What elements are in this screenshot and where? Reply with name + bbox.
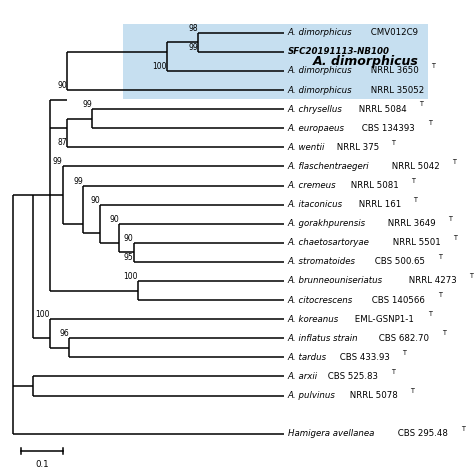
Text: A. flaschentraegeri: A. flaschentraegeri	[288, 162, 370, 171]
Text: 87: 87	[57, 138, 67, 147]
Text: CBS 682.70: CBS 682.70	[376, 334, 428, 343]
Bar	[123, 24, 428, 99]
Text: A. gorakhpurensis: A. gorakhpurensis	[288, 219, 366, 228]
Text: T: T	[431, 63, 435, 69]
Text: CBS 433.93: CBS 433.93	[337, 353, 390, 362]
Text: A. dimorphicus: A. dimorphicus	[288, 86, 353, 95]
Text: A. dimorphicus: A. dimorphicus	[313, 55, 419, 68]
Text: Hamigera avellanea: Hamigera avellanea	[288, 429, 374, 438]
Text: T: T	[413, 197, 417, 203]
Text: 99: 99	[82, 100, 92, 109]
Text: NRRL 161: NRRL 161	[356, 200, 401, 209]
Text: 99: 99	[53, 157, 63, 166]
Text: NRRL 5084: NRRL 5084	[356, 105, 407, 114]
Text: NRRL 3650: NRRL 3650	[368, 66, 419, 75]
Text: CBS 140566: CBS 140566	[369, 296, 425, 305]
Text: NRRL 3649: NRRL 3649	[385, 219, 436, 228]
Text: T: T	[438, 292, 442, 298]
Text: CMV012C9: CMV012C9	[368, 28, 418, 37]
Text: A. arxii: A. arxii	[288, 372, 318, 381]
Text: A. koreanus: A. koreanus	[288, 315, 339, 324]
Text: NRRL 5042: NRRL 5042	[389, 162, 440, 171]
Text: T: T	[438, 254, 442, 260]
Text: A. dimorphicus: A. dimorphicus	[288, 66, 353, 75]
Text: A. itaconicus: A. itaconicus	[288, 200, 343, 209]
Text: CBS 134393: CBS 134393	[359, 124, 415, 133]
Text: 90: 90	[109, 215, 119, 224]
Text: 100: 100	[153, 62, 167, 71]
Text: T: T	[442, 330, 446, 337]
Text: NRRL 5081: NRRL 5081	[348, 181, 399, 190]
Text: 90: 90	[124, 234, 134, 243]
Text: 99: 99	[73, 176, 83, 185]
Text: 96: 96	[59, 329, 69, 338]
Text: NRRL 35052: NRRL 35052	[368, 86, 425, 95]
Text: 95: 95	[124, 253, 134, 262]
Text: T: T	[402, 350, 406, 356]
Text: T: T	[428, 120, 432, 127]
Text: 90: 90	[91, 196, 100, 205]
Text: A. inflatus strain: A. inflatus strain	[288, 334, 358, 343]
Text: T: T	[453, 235, 456, 241]
Text: T: T	[391, 139, 394, 146]
Text: 99: 99	[189, 43, 198, 52]
Text: A. chaetosartoryae: A. chaetosartoryae	[288, 238, 370, 247]
Text: T: T	[448, 216, 452, 222]
Text: T: T	[469, 273, 473, 279]
Text: CBS 500.65: CBS 500.65	[373, 257, 426, 266]
Text: T: T	[410, 388, 414, 394]
Text: A. pulvinus: A. pulvinus	[288, 391, 336, 400]
Text: A. dimorphicus: A. dimorphicus	[288, 28, 353, 37]
Text: A. wentii: A. wentii	[288, 143, 325, 152]
Text: NRRL 5078: NRRL 5078	[347, 391, 398, 400]
Text: 0.1: 0.1	[35, 460, 48, 469]
Text: A. chrysellus: A. chrysellus	[288, 105, 343, 114]
Text: CBS 295.48: CBS 295.48	[395, 429, 448, 438]
Text: 100: 100	[36, 310, 50, 319]
Text: A. cremeus: A. cremeus	[288, 181, 337, 190]
Text: SFC20191113-NB100: SFC20191113-NB100	[288, 47, 390, 56]
Text: NRRL 4273: NRRL 4273	[406, 276, 457, 285]
Text: A. stromatoides: A. stromatoides	[288, 257, 356, 266]
Text: T: T	[453, 159, 456, 164]
Text: CBS 525.83: CBS 525.83	[325, 372, 378, 381]
Text: NRRL 375: NRRL 375	[334, 143, 380, 152]
Text: A. europaeus: A. europaeus	[288, 124, 345, 133]
Text: A. tardus: A. tardus	[288, 353, 327, 362]
Text: T: T	[428, 311, 432, 318]
Text: T: T	[419, 101, 423, 108]
Text: EML-GSNP1-1: EML-GSNP1-1	[352, 315, 413, 324]
Text: T: T	[391, 369, 395, 374]
Text: 100: 100	[123, 272, 137, 281]
Text: T: T	[411, 178, 415, 184]
Text: A. brunneouniseriatus: A. brunneouniseriatus	[288, 276, 383, 285]
Text: A. citocrescens: A. citocrescens	[288, 296, 353, 305]
Text: T: T	[461, 426, 465, 432]
Text: NRRL 5501: NRRL 5501	[390, 238, 440, 247]
Text: 90: 90	[57, 81, 67, 90]
Text: 98: 98	[189, 24, 198, 33]
